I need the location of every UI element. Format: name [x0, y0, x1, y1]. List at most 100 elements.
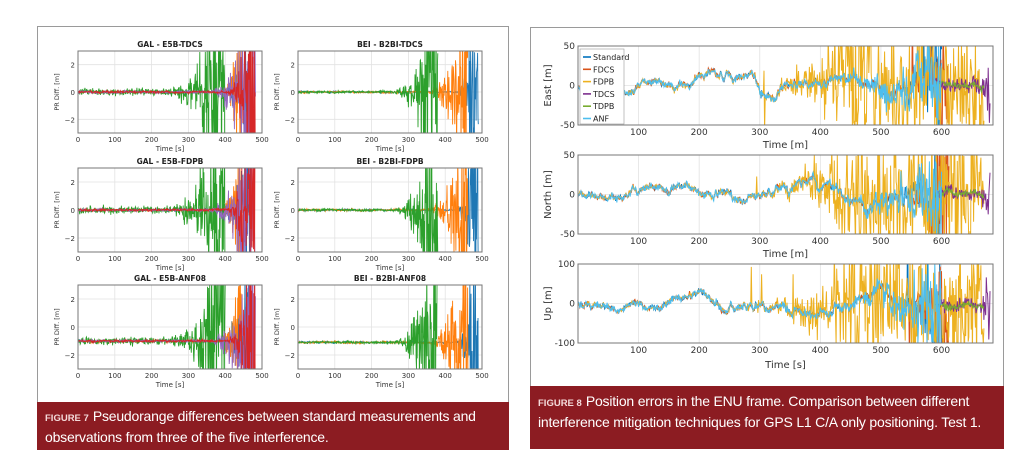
plot-frame — [77, 50, 263, 134]
series-line-anf — [578, 46, 942, 125]
subplot-title: BEI - B2BI-TDCS — [357, 40, 423, 49]
x-axis-label: Time [s] — [375, 381, 405, 389]
series-line-4 — [935, 172, 991, 215]
x-tick-label: 0 — [296, 372, 300, 380]
plot-frame — [297, 50, 483, 134]
y-tick-label: −2 — [285, 235, 295, 243]
subplot-5: 0 100 200 300 400 500 −2 0 2 GAL - E5B-ANF08 Time … — [53, 274, 269, 389]
series-line-6 — [578, 161, 942, 234]
x-tick-label: 300 — [402, 136, 415, 144]
y-axis-label: PR Diff. [m] — [273, 191, 281, 228]
series-line-5 — [78, 168, 256, 252]
figure-8-label: FIGURE 8 — [538, 398, 582, 409]
x-tick-label: 400 — [439, 372, 452, 380]
x-axis-label: Time [m] — [762, 140, 808, 151]
y-tick-label: −2 — [65, 116, 75, 124]
traces — [578, 155, 991, 234]
figure-7-caption: FIGURE 7 Pseudorange differences between … — [37, 402, 509, 450]
traces — [78, 51, 256, 133]
plot-frame — [297, 167, 483, 253]
y-axis-label: East [m] — [543, 64, 554, 106]
series-line-tdpb — [934, 80, 985, 94]
y-tick-label: -50 — [560, 121, 575, 131]
x-tick-label: 100 — [108, 255, 121, 263]
y-tick-label: 2 — [291, 62, 295, 70]
subplot-4: 0 100 200 300 400 500 −2 0 2 BEI - B2BI-FDPB Time … — [273, 157, 489, 272]
x-tick-label: 400 — [219, 136, 232, 144]
traces — [298, 168, 479, 252]
x-axis-label: Time [s] — [155, 381, 185, 389]
traces — [578, 46, 991, 125]
series-line-5 — [934, 300, 985, 312]
x-tick-label: 500 — [475, 372, 488, 380]
x-tick-label: 300 — [751, 237, 768, 247]
x-tick-label: 500 — [872, 237, 889, 247]
x-tick-label: 500 — [872, 346, 889, 356]
y-axis-label: PR Diff. [m] — [53, 73, 61, 110]
y-tick-label: 0 — [569, 82, 575, 92]
y-tick-label: 100 — [558, 260, 575, 270]
x-tick-label: 300 — [182, 255, 195, 263]
x-tick-label: 100 — [630, 346, 647, 356]
x-tick-label: 300 — [402, 372, 415, 380]
x-tick-label: 400 — [439, 136, 452, 144]
figure-8-caption-text: Position errors in the ENU frame. Compar… — [538, 393, 982, 430]
x-tick-label: 100 — [630, 128, 647, 138]
x-tick-label: 200 — [365, 136, 378, 144]
x-tick-label: 0 — [296, 255, 300, 263]
subplot-title: GAL - E5B-TDCS — [137, 40, 203, 49]
plot-frame — [297, 284, 483, 370]
traces — [78, 285, 256, 369]
legend-label: FDCS — [593, 65, 614, 74]
x-tick-label: 100 — [328, 372, 341, 380]
y-tick-label: -50 — [560, 230, 575, 240]
x-tick-label: 200 — [365, 255, 378, 263]
legend-label: ANF — [593, 115, 609, 124]
y-tick-label: 0 — [291, 207, 295, 215]
series-line-3 — [298, 51, 439, 133]
subplot-7: 100 200 300 400 500 600 -50 0 50 Time [m] East [m]… — [543, 42, 994, 151]
y-tick-label: 0 — [291, 324, 295, 332]
x-tick-label: 300 — [402, 255, 415, 263]
y-tick-label: −2 — [65, 352, 75, 360]
series-line-4 — [78, 51, 256, 133]
figure-8-caption: FIGURE 8 Position errors in the ENU frame… — [530, 386, 1004, 449]
plot-frame — [77, 284, 263, 370]
legend-label: FDPB — [593, 78, 614, 87]
y-tick-label: 2 — [71, 62, 75, 70]
x-tick-label: 100 — [328, 136, 341, 144]
x-tick-label: 0 — [76, 136, 80, 144]
x-tick-label: 500 — [255, 255, 268, 263]
y-tick-label: 0 — [569, 300, 575, 310]
traces — [298, 51, 479, 133]
y-tick-label: 0 — [71, 324, 75, 332]
x-axis-label: Time [s] — [375, 145, 405, 153]
legend-box — [579, 48, 625, 125]
x-tick-label: 200 — [145, 255, 158, 263]
series-line-3 — [298, 285, 438, 369]
x-tick-label: 0 — [76, 255, 80, 263]
x-tick-label: 400 — [812, 346, 829, 356]
x-tick-label: 500 — [475, 255, 488, 263]
x-tick-label: 100 — [108, 136, 121, 144]
x-tick-label: 600 — [933, 346, 950, 356]
x-tick-label: 200 — [365, 372, 378, 380]
y-axis-label: North [m] — [543, 170, 554, 219]
x-tick-label: 300 — [182, 372, 195, 380]
y-axis-label: PR Diff. [m] — [273, 73, 281, 110]
subplot-8: 100 200 300 400 500 600 -50 0 50 Time [m] North [m… — [543, 151, 994, 260]
x-tick-label: 400 — [219, 255, 232, 263]
subplot-9: 100 200 300 400 500 600 -100 0 100 Time [s] Up [m] — [543, 260, 994, 371]
x-tick-label: 0 — [76, 372, 80, 380]
x-tick-label: 0 — [296, 136, 300, 144]
x-axis-label: Time [s] — [155, 145, 185, 153]
y-tick-label: −2 — [65, 235, 75, 243]
plot-frame — [77, 167, 263, 253]
x-axis-label: Time [s] — [155, 264, 185, 272]
y-tick-label: -100 — [555, 339, 576, 349]
y-tick-label: 2 — [71, 179, 75, 187]
plot-frame — [577, 154, 994, 235]
y-tick-label: 0 — [569, 191, 575, 201]
figure-7-label: FIGURE 7 — [45, 413, 89, 424]
subplot-6: 0 100 200 300 400 500 −2 0 2 BEI - B2BI-ANF08 Time… — [273, 274, 489, 389]
